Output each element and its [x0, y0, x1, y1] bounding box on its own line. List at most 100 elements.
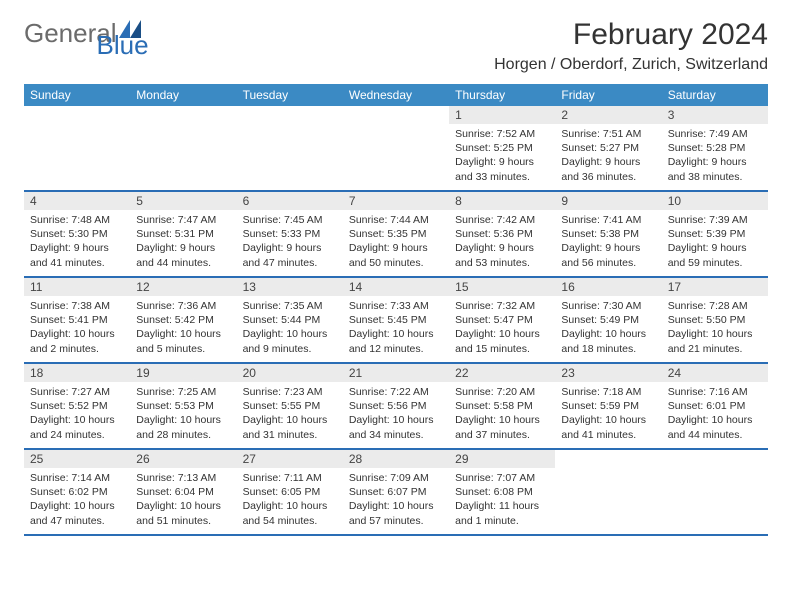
- day-details: Sunrise: 7:18 AMSunset: 5:59 PMDaylight:…: [555, 382, 661, 448]
- detail-line: Sunrise: 7:36 AM: [136, 299, 230, 313]
- detail-line: Sunrise: 7:32 AM: [455, 299, 549, 313]
- day-details: Sunrise: 7:25 AMSunset: 5:53 PMDaylight:…: [130, 382, 236, 448]
- day-number: 23: [555, 364, 661, 382]
- detail-line: Sunrise: 7:11 AM: [243, 471, 337, 485]
- location-text: Horgen / Oberdorf, Zurich, Switzerland: [494, 56, 768, 74]
- detail-line: Sunset: 6:02 PM: [30, 485, 124, 499]
- day-number: 4: [24, 192, 130, 210]
- detail-line: Sunset: 5:44 PM: [243, 313, 337, 327]
- detail-line: Daylight: 10 hours: [349, 327, 443, 341]
- detail-line: and 31 minutes.: [243, 428, 337, 442]
- detail-line: Sunset: 5:59 PM: [561, 399, 655, 413]
- detail-line: Daylight: 10 hours: [561, 413, 655, 427]
- detail-line: Daylight: 10 hours: [136, 327, 230, 341]
- detail-line: and 24 minutes.: [30, 428, 124, 442]
- detail-line: Daylight: 9 hours: [136, 241, 230, 255]
- detail-line: Daylight: 9 hours: [668, 241, 762, 255]
- header: General Blue February 2024 Horgen / Ober…: [0, 0, 792, 80]
- day-details: Sunrise: 7:30 AMSunset: 5:49 PMDaylight:…: [555, 296, 661, 362]
- day-details: Sunrise: 7:42 AMSunset: 5:36 PMDaylight:…: [449, 210, 555, 276]
- day-number: 26: [130, 450, 236, 468]
- day-number: 17: [662, 278, 768, 296]
- detail-line: and 57 minutes.: [349, 514, 443, 528]
- day-cell: 18Sunrise: 7:27 AMSunset: 5:52 PMDayligh…: [24, 364, 130, 448]
- detail-line: Daylight: 10 hours: [243, 499, 337, 513]
- day-number: 24: [662, 364, 768, 382]
- detail-line: Sunrise: 7:20 AM: [455, 385, 549, 399]
- day-details: Sunrise: 7:38 AMSunset: 5:41 PMDaylight:…: [24, 296, 130, 362]
- detail-line: Sunrise: 7:25 AM: [136, 385, 230, 399]
- logo-text-blue: Blue: [97, 30, 149, 61]
- detail-line: and 9 minutes.: [243, 342, 337, 356]
- day-cell: 6Sunrise: 7:45 AMSunset: 5:33 PMDaylight…: [237, 192, 343, 276]
- detail-line: Sunset: 5:47 PM: [455, 313, 549, 327]
- detail-line: and 34 minutes.: [349, 428, 443, 442]
- day-number: 10: [662, 192, 768, 210]
- day-cell: 17Sunrise: 7:28 AMSunset: 5:50 PMDayligh…: [662, 278, 768, 362]
- detail-line: and 50 minutes.: [349, 256, 443, 270]
- day-number: 18: [24, 364, 130, 382]
- detail-line: and 41 minutes.: [30, 256, 124, 270]
- day-number: 15: [449, 278, 555, 296]
- day-number: 22: [449, 364, 555, 382]
- detail-line: Sunset: 6:08 PM: [455, 485, 549, 499]
- day-number: 8: [449, 192, 555, 210]
- detail-line: Daylight: 10 hours: [668, 413, 762, 427]
- detail-line: and 41 minutes.: [561, 428, 655, 442]
- day-details: Sunrise: 7:09 AMSunset: 6:07 PMDaylight:…: [343, 468, 449, 534]
- day-number: 5: [130, 192, 236, 210]
- detail-line: Sunrise: 7:35 AM: [243, 299, 337, 313]
- detail-line: Daylight: 9 hours: [455, 155, 549, 169]
- day-header: Thursday: [449, 84, 555, 106]
- detail-line: Daylight: 10 hours: [455, 413, 549, 427]
- day-number: 3: [662, 106, 768, 124]
- day-headers-row: SundayMondayTuesdayWednesdayThursdayFrid…: [24, 84, 768, 106]
- day-header: Sunday: [24, 84, 130, 106]
- detail-line: and 44 minutes.: [136, 256, 230, 270]
- day-details: Sunrise: 7:20 AMSunset: 5:58 PMDaylight:…: [449, 382, 555, 448]
- detail-line: and 51 minutes.: [136, 514, 230, 528]
- day-cell: 27Sunrise: 7:11 AMSunset: 6:05 PMDayligh…: [237, 450, 343, 534]
- day-cell: 8Sunrise: 7:42 AMSunset: 5:36 PMDaylight…: [449, 192, 555, 276]
- detail-line: Sunset: 5:56 PM: [349, 399, 443, 413]
- detail-line: Sunrise: 7:30 AM: [561, 299, 655, 313]
- detail-line: Daylight: 10 hours: [30, 499, 124, 513]
- detail-line: and 33 minutes.: [455, 170, 549, 184]
- detail-line: Sunrise: 7:52 AM: [455, 127, 549, 141]
- detail-line: Sunset: 5:42 PM: [136, 313, 230, 327]
- detail-line: Sunrise: 7:16 AM: [668, 385, 762, 399]
- day-details: Sunrise: 7:36 AMSunset: 5:42 PMDaylight:…: [130, 296, 236, 362]
- day-number: 6: [237, 192, 343, 210]
- detail-line: Daylight: 10 hours: [668, 327, 762, 341]
- day-number: 7: [343, 192, 449, 210]
- week-row: 1Sunrise: 7:52 AMSunset: 5:25 PMDaylight…: [24, 106, 768, 190]
- day-details: Sunrise: 7:52 AMSunset: 5:25 PMDaylight:…: [449, 124, 555, 190]
- detail-line: Sunrise: 7:41 AM: [561, 213, 655, 227]
- detail-line: Daylight: 9 hours: [30, 241, 124, 255]
- detail-line: Sunrise: 7:33 AM: [349, 299, 443, 313]
- detail-line: and 36 minutes.: [561, 170, 655, 184]
- detail-line: Daylight: 10 hours: [30, 413, 124, 427]
- detail-line: Daylight: 10 hours: [30, 327, 124, 341]
- weeks-container: 1Sunrise: 7:52 AMSunset: 5:25 PMDaylight…: [24, 106, 768, 534]
- detail-line: Sunrise: 7:39 AM: [668, 213, 762, 227]
- detail-line: Sunrise: 7:09 AM: [349, 471, 443, 485]
- day-header: Saturday: [662, 84, 768, 106]
- day-number: 13: [237, 278, 343, 296]
- detail-line: and 5 minutes.: [136, 342, 230, 356]
- day-cell: 26Sunrise: 7:13 AMSunset: 6:04 PMDayligh…: [130, 450, 236, 534]
- day-details: Sunrise: 7:16 AMSunset: 6:01 PMDaylight:…: [662, 382, 768, 448]
- day-details: Sunrise: 7:14 AMSunset: 6:02 PMDaylight:…: [24, 468, 130, 534]
- day-details: Sunrise: 7:28 AMSunset: 5:50 PMDaylight:…: [662, 296, 768, 362]
- day-cell: 29Sunrise: 7:07 AMSunset: 6:08 PMDayligh…: [449, 450, 555, 534]
- detail-line: and 44 minutes.: [668, 428, 762, 442]
- detail-line: and 18 minutes.: [561, 342, 655, 356]
- day-cell: 4Sunrise: 7:48 AMSunset: 5:30 PMDaylight…: [24, 192, 130, 276]
- detail-line: Sunset: 5:38 PM: [561, 227, 655, 241]
- day-number: 20: [237, 364, 343, 382]
- month-title: February 2024: [494, 18, 768, 52]
- day-details: Sunrise: 7:44 AMSunset: 5:35 PMDaylight:…: [343, 210, 449, 276]
- day-cell: 25Sunrise: 7:14 AMSunset: 6:02 PMDayligh…: [24, 450, 130, 534]
- detail-line: Sunrise: 7:51 AM: [561, 127, 655, 141]
- day-cell: 22Sunrise: 7:20 AMSunset: 5:58 PMDayligh…: [449, 364, 555, 448]
